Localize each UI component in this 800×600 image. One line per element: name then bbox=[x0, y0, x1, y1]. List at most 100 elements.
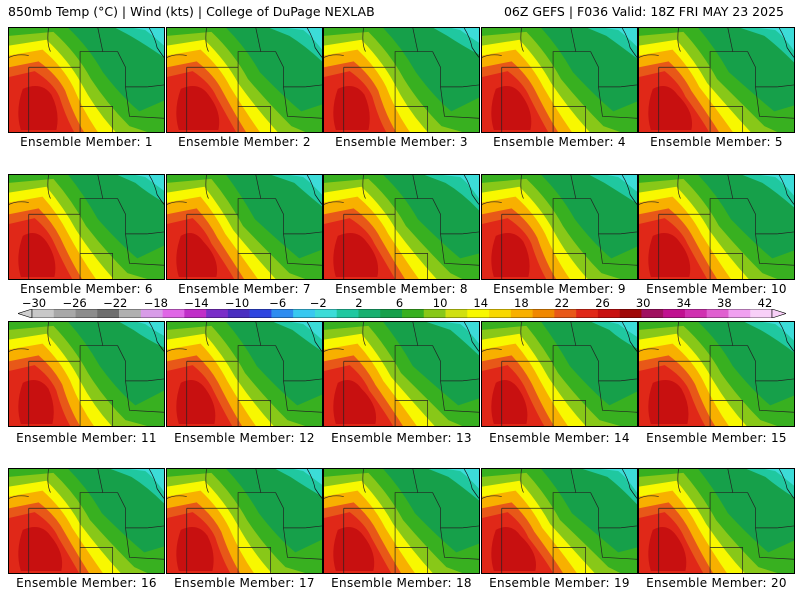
ensemble-member-label: Ensemble Member: 15 bbox=[646, 431, 787, 445]
colorbar-segment bbox=[576, 309, 599, 318]
temperature-map bbox=[9, 469, 164, 573]
ensemble-map-panel bbox=[8, 27, 165, 133]
colorbar-segment bbox=[162, 309, 185, 318]
colorbar-tick-label: −6 bbox=[269, 296, 287, 310]
colorbar-tick-label: 14 bbox=[473, 296, 489, 310]
ensemble-member-label: Ensemble Member: 8 bbox=[335, 282, 468, 296]
temperature-map bbox=[639, 469, 794, 573]
map-header: 850mb Temp (°C) | Wind (kts) | College o… bbox=[8, 4, 784, 22]
ensemble-map-panel bbox=[481, 468, 638, 574]
ensemble-map-panel bbox=[323, 321, 480, 427]
colorbar-segment bbox=[249, 309, 272, 318]
temperature-map bbox=[324, 469, 479, 573]
temperature-map bbox=[324, 322, 479, 426]
colorbar-segment bbox=[97, 309, 120, 318]
ensemble-map-panel bbox=[323, 468, 480, 574]
ensemble-member-label: Ensemble Member: 20 bbox=[646, 576, 787, 590]
ensemble-map-panel bbox=[8, 468, 165, 574]
colorbar-segment bbox=[358, 309, 381, 318]
colorbar-tick-label: 38 bbox=[717, 296, 732, 310]
ensemble-member-label: Ensemble Member: 17 bbox=[174, 576, 315, 590]
colorbar-segment bbox=[75, 309, 98, 318]
ensemble-map-panel bbox=[323, 174, 480, 280]
ensemble-member-label: Ensemble Member: 13 bbox=[331, 431, 472, 445]
colorbar-tick-label: 26 bbox=[595, 296, 610, 310]
colorbar-segment bbox=[554, 309, 577, 318]
ensemble-map-panel bbox=[638, 27, 795, 133]
colorbar-segment bbox=[184, 309, 207, 318]
ensemble-map-panel bbox=[166, 321, 323, 427]
temperature-map bbox=[482, 322, 637, 426]
colorbar-tick-label: 2 bbox=[355, 296, 363, 310]
colorbar-segment bbox=[641, 309, 664, 318]
ensemble-member-label: Ensemble Member: 14 bbox=[489, 431, 630, 445]
temperature-map bbox=[167, 28, 322, 132]
colorbar-segment bbox=[140, 309, 163, 318]
colorbar-tick-label: −14 bbox=[184, 296, 209, 310]
colorbar-tick-label: 42 bbox=[757, 296, 773, 310]
ensemble-map-panel bbox=[638, 321, 795, 427]
ensemble-map-panel bbox=[481, 27, 638, 133]
colorbar-tick-label: 10 bbox=[432, 296, 448, 310]
colorbar-segment bbox=[119, 309, 142, 318]
colorbar-segment bbox=[53, 309, 76, 318]
header-left-title: 850mb Temp (°C) | Wind (kts) | College o… bbox=[8, 4, 375, 19]
colorbar-tick-label: 30 bbox=[635, 296, 651, 310]
ensemble-map-panel bbox=[481, 321, 638, 427]
colorbar-segment bbox=[271, 309, 294, 318]
ensemble-member-label: Ensemble Member: 10 bbox=[646, 282, 787, 296]
colorbar-tick-label: −30 bbox=[21, 296, 47, 310]
temperature-map bbox=[9, 175, 164, 279]
colorbar-segment bbox=[597, 309, 620, 318]
colorbar-segment bbox=[380, 309, 403, 318]
ensemble-member-label: Ensemble Member: 1 bbox=[20, 135, 153, 149]
temperature-map bbox=[167, 175, 322, 279]
temperature-map bbox=[639, 28, 794, 132]
colorbar-segment bbox=[227, 309, 250, 318]
temperature-map bbox=[482, 28, 637, 132]
colorbar-segment bbox=[728, 309, 751, 318]
colorbar bbox=[18, 309, 786, 318]
ensemble-map-panel bbox=[638, 174, 795, 280]
colorbar-tick-label: 22 bbox=[554, 296, 570, 310]
temperature-map bbox=[482, 175, 637, 279]
colorbar-segment bbox=[402, 309, 425, 318]
ensemble-member-label: Ensemble Member: 4 bbox=[493, 135, 626, 149]
colorbar-segment bbox=[489, 309, 512, 318]
colorbar-segment bbox=[706, 309, 729, 318]
temperature-map bbox=[167, 322, 322, 426]
colorbar-segment bbox=[467, 309, 490, 318]
colorbar-segment bbox=[619, 309, 642, 318]
colorbar-tick-label: −2 bbox=[309, 296, 327, 310]
ensemble-map-panel bbox=[323, 27, 480, 133]
colorbar-tick-label: −26 bbox=[62, 296, 87, 310]
ensemble-map-panel bbox=[166, 468, 323, 574]
ensemble-member-label: Ensemble Member: 5 bbox=[650, 135, 783, 149]
temperature-map bbox=[639, 322, 794, 426]
ensemble-member-label: Ensemble Member: 7 bbox=[178, 282, 311, 296]
colorbar-segment bbox=[314, 309, 338, 318]
colorbar-segment bbox=[336, 309, 359, 318]
colorbar-segment bbox=[510, 309, 533, 318]
ensemble-map-panel bbox=[481, 174, 638, 280]
temperature-map bbox=[324, 28, 479, 132]
colorbar-segment bbox=[684, 309, 708, 318]
colorbar-labels: −30 −26 −22 −18 −14 −10 −6 −2 2 6 10 14 18 22 26 30 34 38… bbox=[0, 296, 800, 310]
colorbar-tick-label: −10 bbox=[224, 296, 250, 310]
ensemble-member-label: Ensemble Member: 9 bbox=[493, 282, 626, 296]
colorbar-tick-label: 34 bbox=[676, 296, 692, 310]
colorbar-tick-label: 18 bbox=[514, 296, 529, 310]
header-right-title: 06Z GEFS | F036 Valid: 18Z FRI MAY 23 20… bbox=[503, 4, 784, 19]
ensemble-map-panel bbox=[166, 174, 323, 280]
ensemble-member-label: Ensemble Member: 12 bbox=[174, 431, 315, 445]
ensemble-map-panel bbox=[638, 468, 795, 574]
ensemble-map-panel bbox=[8, 174, 165, 280]
colorbar-tick-label: −18 bbox=[143, 296, 168, 310]
colorbar-segment bbox=[32, 309, 55, 318]
ensemble-member-label: Ensemble Member: 18 bbox=[331, 576, 472, 590]
temperature-map bbox=[482, 469, 637, 573]
colorbar-segment bbox=[532, 309, 555, 318]
ensemble-member-label: Ensemble Member: 2 bbox=[178, 135, 311, 149]
temperature-map bbox=[167, 469, 322, 573]
colorbar-segment bbox=[663, 309, 686, 318]
